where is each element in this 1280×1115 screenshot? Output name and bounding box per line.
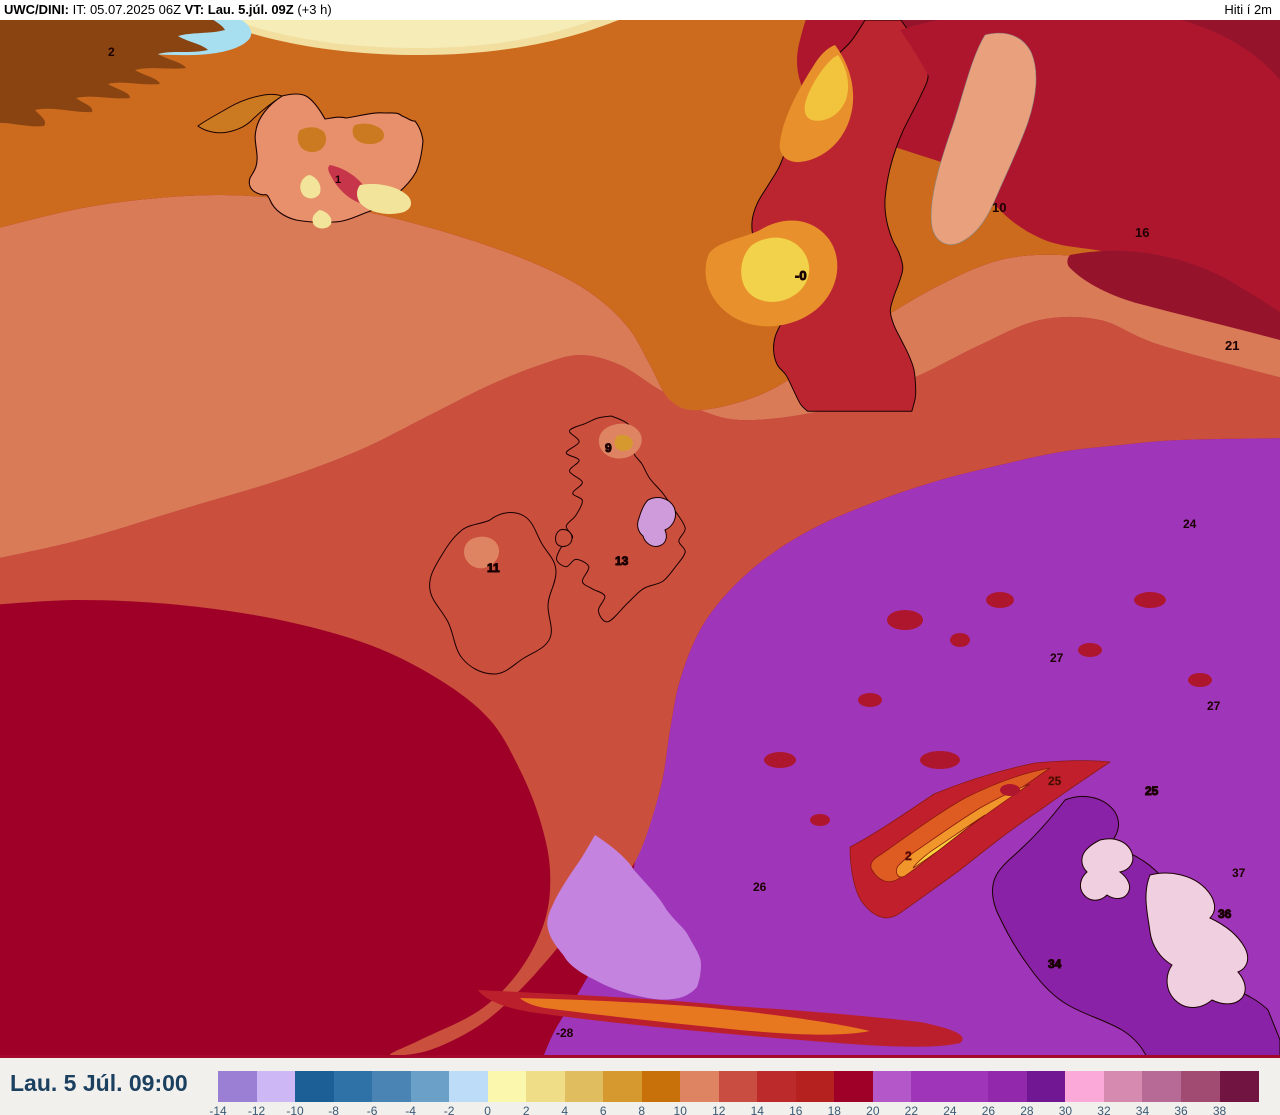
svg-text:2: 2: [905, 849, 912, 863]
svg-text:13: 13: [615, 554, 629, 568]
svg-text:26: 26: [753, 880, 767, 894]
svg-text:9: 9: [605, 441, 612, 455]
svg-text:-28: -28: [556, 1026, 574, 1040]
svg-text:21: 21: [1225, 338, 1239, 353]
svg-text:16: 16: [1135, 225, 1149, 240]
svg-text:11: 11: [487, 561, 500, 575]
svg-text:1: 1: [335, 174, 341, 186]
svg-text:36: 36: [1218, 907, 1232, 921]
svg-text:24: 24: [1183, 517, 1197, 531]
svg-text:25: 25: [1145, 784, 1159, 798]
svg-text:2: 2: [108, 45, 115, 59]
svg-text:37: 37: [1232, 866, 1246, 880]
svg-text:-0: -0: [795, 268, 807, 283]
svg-text:25: 25: [1048, 774, 1062, 788]
svg-text:27: 27: [1050, 651, 1064, 665]
svg-text:34: 34: [1048, 957, 1062, 971]
svg-text:27: 27: [1207, 699, 1221, 713]
svg-text:10: 10: [992, 200, 1006, 215]
